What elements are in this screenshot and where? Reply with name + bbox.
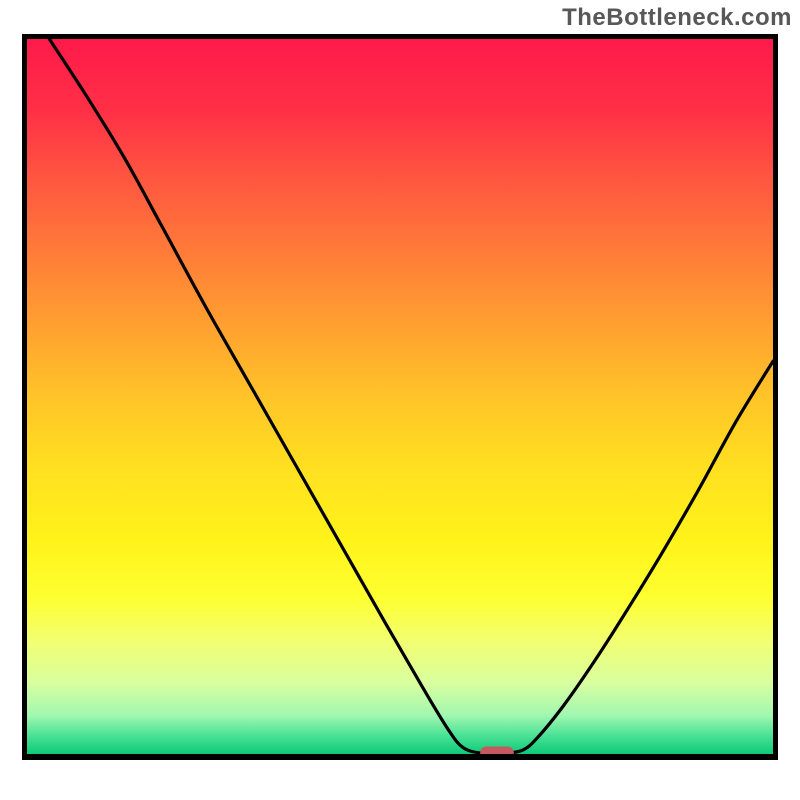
x-axis-baseline bbox=[22, 754, 778, 760]
bottleneck-chart bbox=[27, 39, 773, 755]
watermark-text: TheBottleneck.com bbox=[562, 4, 792, 32]
chart-frame: { "watermark": { "text": "TheBottleneck.… bbox=[0, 0, 800, 800]
